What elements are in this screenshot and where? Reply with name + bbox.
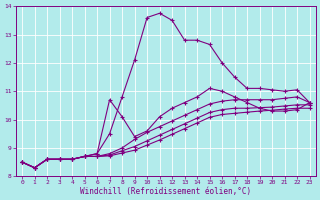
X-axis label: Windchill (Refroidissement éolien,°C): Windchill (Refroidissement éolien,°C) <box>80 187 252 196</box>
